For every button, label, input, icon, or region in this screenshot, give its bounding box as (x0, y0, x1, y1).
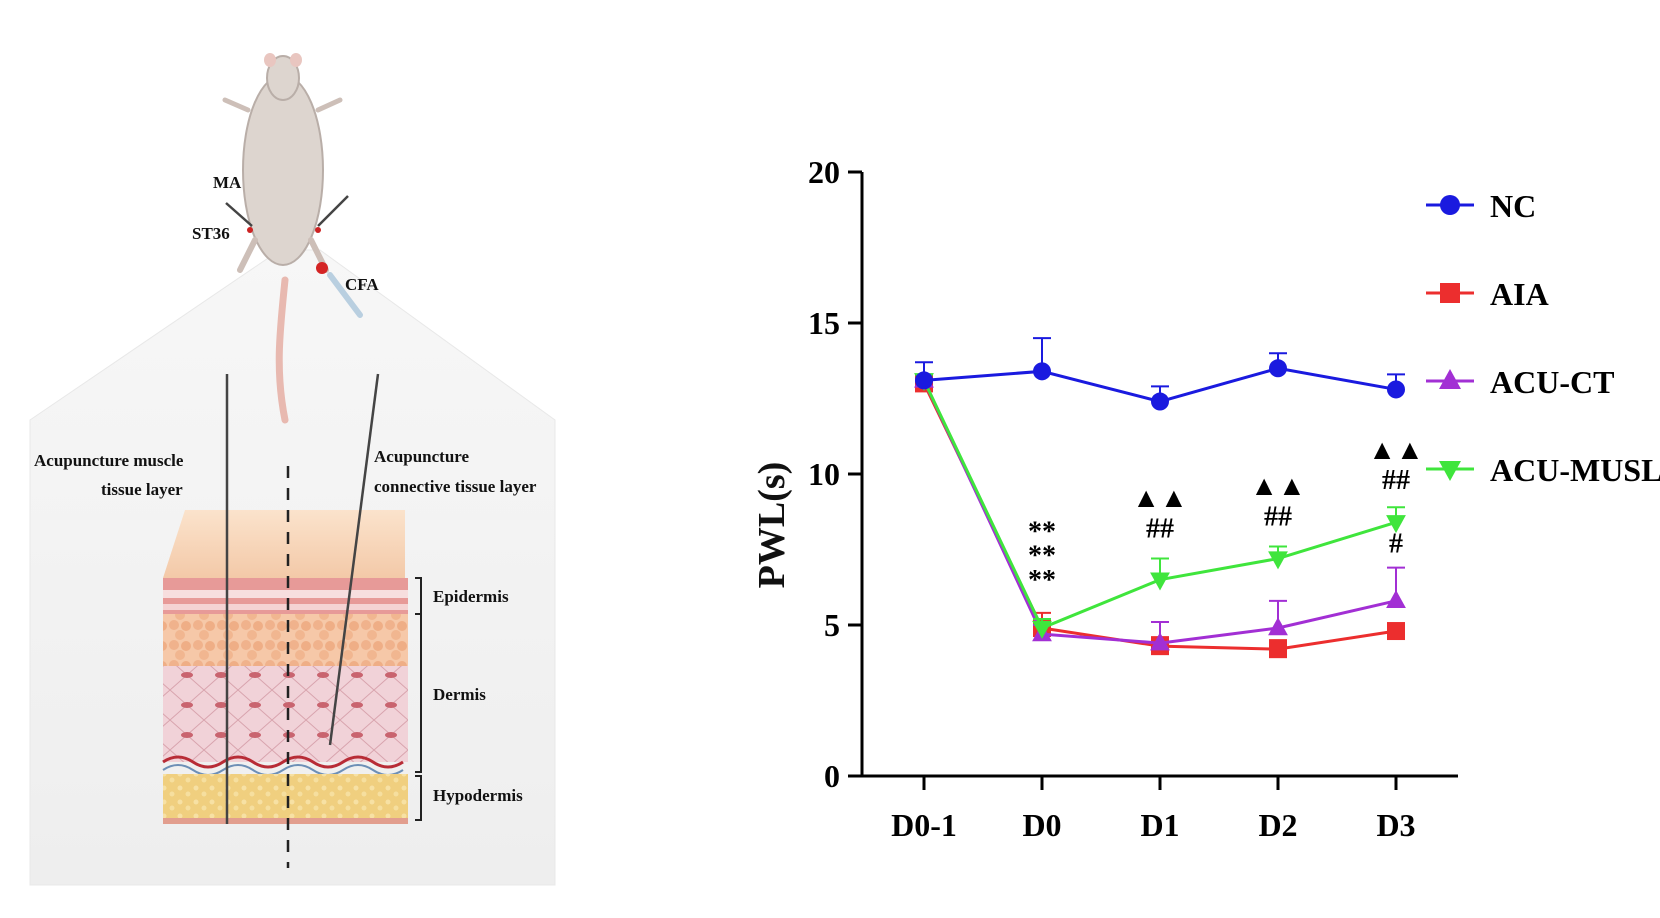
significance-annotations: ******▲▲##▲▲##▲▲### (1028, 435, 1424, 596)
y-tick-label: 15 (808, 305, 840, 341)
x-tick-label: D0-1 (891, 807, 957, 843)
muscle-layer-label-line2: tissue layer (101, 480, 183, 499)
data-point-acu-musl (1268, 551, 1288, 570)
legend-item-nc: NC (1426, 188, 1536, 224)
data-point-nc (1387, 380, 1405, 399)
data-point-acu-ct (1268, 617, 1288, 636)
data-point-acu-ct (1150, 632, 1170, 651)
ma-label: MA (213, 173, 242, 192)
data-point-aia (1269, 640, 1287, 659)
legend-marker (1439, 369, 1461, 389)
significance-mark: ** (1028, 565, 1056, 596)
data-point-nc (915, 371, 933, 390)
legend-item-acu-ct: ACU-CT (1426, 364, 1614, 400)
legend-label: ACU-MUSL (1490, 452, 1660, 488)
x-tick-label: D1 (1140, 807, 1179, 843)
cfa-label: CFA (345, 275, 379, 294)
significance-mark: ▲▲ (1250, 471, 1305, 502)
data-point-aia (1387, 622, 1405, 641)
data-point-nc (1033, 362, 1051, 381)
y-tick-label: 10 (808, 456, 840, 492)
data-point-nc (1151, 392, 1169, 411)
significance-mark: ## (1382, 465, 1410, 496)
hypodermis-label: Hypodermis (433, 786, 523, 805)
data-point-nc (1269, 359, 1287, 378)
y-tick-label: 20 (808, 154, 840, 190)
y-tick-label: 5 (824, 607, 840, 643)
y-axis-title: PWL(s) (751, 462, 793, 589)
legend-item-aia: AIA (1426, 276, 1549, 312)
x-tick-label: D0 (1022, 807, 1061, 843)
legend-label: AIA (1490, 276, 1549, 312)
dermis-label: Dermis (433, 685, 486, 704)
legend-marker (1440, 283, 1460, 303)
st36-label: ST36 (192, 224, 230, 243)
significance-mark: ▲▲ (1132, 483, 1187, 514)
chart-series (914, 337, 1406, 659)
legend-label: NC (1490, 188, 1536, 224)
significance-mark: ** (1028, 516, 1056, 547)
data-point-acu-musl (1032, 620, 1052, 639)
skin-block (162, 510, 408, 824)
series-nc (915, 337, 1405, 411)
legend-item-acu-musl: ACU-MUSL (1426, 452, 1660, 488)
legend-label: ACU-CT (1490, 364, 1614, 400)
chart-axes: 0 5 10 15 20 D0-1 D0 D1 D2 D3 (808, 154, 1458, 843)
significance-mark: ## (1146, 513, 1174, 544)
connective-layer-label-line2: connective tissue layer (374, 477, 537, 496)
data-point-acu-ct (1386, 590, 1406, 609)
muscle-layer-label-line1: Acupuncture muscle (34, 451, 184, 470)
acupuncture-illustration: MA ST36 CFA Acupuncture muscle tissue la… (29, 53, 556, 886)
data-point-acu-musl (1150, 572, 1170, 591)
significance-mark: ▲▲ (1368, 435, 1423, 466)
rat-drawing (222, 53, 363, 424)
legend-marker (1440, 195, 1460, 215)
chart-legend: NC AIA ACU-CT ACU-MUSL (1426, 188, 1660, 488)
significance-mark: ** (1028, 541, 1056, 572)
data-point-acu-musl (1386, 515, 1406, 534)
x-tick-label: D3 (1376, 807, 1415, 843)
y-tick-label: 0 (824, 758, 840, 794)
legend-marker (1439, 461, 1461, 481)
significance-mark: # (1389, 529, 1403, 560)
x-tick-label: D2 (1258, 807, 1297, 843)
significance-mark: ## (1264, 501, 1292, 532)
epidermis-label: Epidermis (433, 587, 509, 606)
connective-layer-label-line1: Acupuncture (374, 447, 470, 466)
